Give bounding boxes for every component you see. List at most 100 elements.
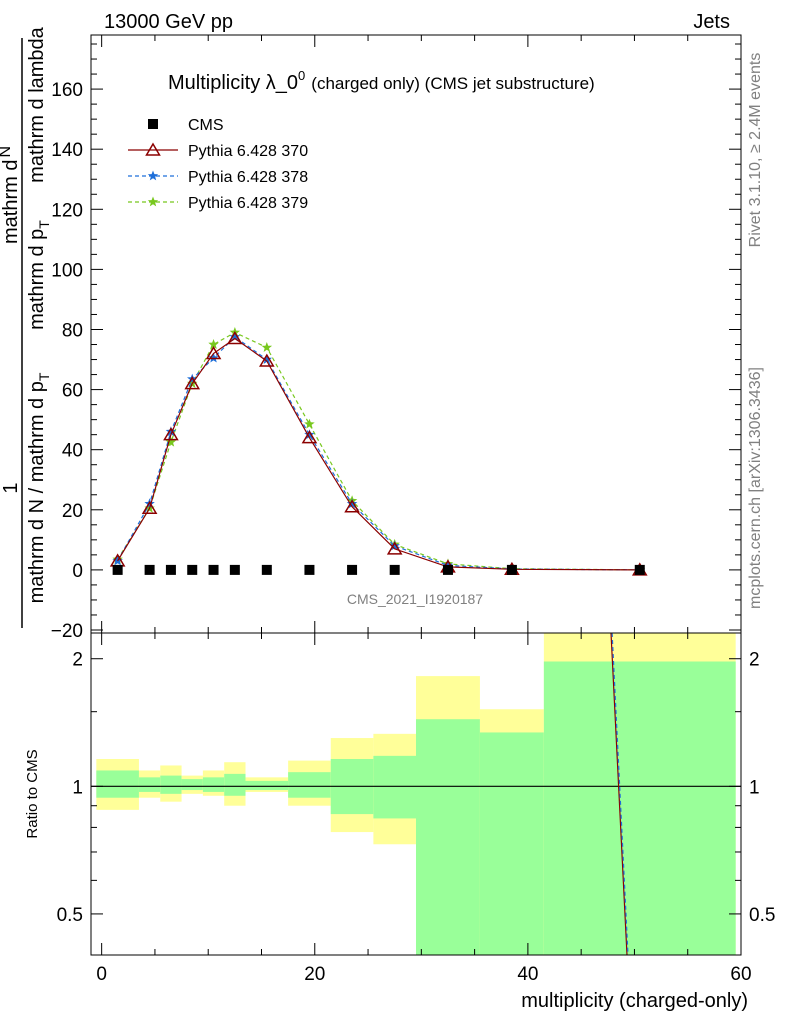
ylabel-numerator-2: mathrm d pT — [26, 220, 52, 330]
main-ytick-label: 20 — [62, 501, 83, 522]
data-point — [229, 331, 241, 342]
legend-entry: CMS — [148, 117, 224, 134]
series-line — [117, 336, 640, 571]
data-point — [634, 564, 645, 575]
header-left: 13000 GeV pp — [104, 11, 233, 33]
main-ytick-label: 60 — [62, 381, 83, 402]
data-point — [347, 564, 358, 575]
legend-label: Pythia 6.428 379 — [188, 195, 308, 212]
data-point — [144, 564, 155, 575]
ratio-ytick-label-right: 0.5 — [749, 905, 775, 926]
legend-label: Pythia 6.428 370 — [188, 143, 308, 160]
ratio-band-inner — [224, 773, 246, 796]
main-ytick-label: 160 — [51, 80, 83, 101]
data-point — [261, 564, 272, 575]
ratio-xtick-label: 20 — [304, 964, 325, 985]
data-point — [301, 430, 318, 444]
legend-entry: Pythia 6.428 378 — [128, 169, 308, 186]
ratio-band-inner — [138, 777, 161, 792]
data-point — [389, 540, 400, 551]
ratio-band-inner — [416, 719, 480, 955]
ratio-xtick-label: 0 — [96, 964, 107, 985]
data-point — [304, 564, 315, 575]
legend-marker — [147, 196, 159, 207]
legend-entry: Pythia 6.428 379 — [128, 195, 308, 212]
data-point — [229, 564, 240, 575]
ratio-band-inner — [479, 732, 544, 955]
series-line — [117, 331, 640, 571]
ratio-band-inner — [160, 775, 182, 794]
legend: CMS Pythia 6.428 370 Pythia 6.428 378 Pythi… — [128, 117, 308, 212]
main-title: Multiplicity λ_00 (charged only) (CMS jet… — [168, 68, 595, 94]
series-0 — [112, 564, 645, 575]
data-point — [165, 436, 177, 447]
legend-marker — [147, 170, 159, 181]
ratio-plot: 0.5 0.51 12 20 20 40 60 Ratio to CMS multiplic… — [24, 632, 775, 1012]
data-point — [389, 564, 400, 575]
ratio-plot-frame — [90, 632, 742, 956]
watermark: CMS_2021_I1920187 — [347, 591, 483, 607]
series-3 — [112, 327, 645, 575]
ratio-xtick-label: 60 — [730, 964, 751, 985]
data-point — [386, 541, 403, 555]
data-point — [304, 429, 315, 440]
main-ytick-label: 140 — [51, 140, 83, 161]
data-point — [187, 564, 198, 575]
ratio-line — [610, 632, 628, 956]
header-right: Jets — [693, 11, 730, 33]
data-point — [261, 354, 273, 364]
main-ytick-label: 0 — [72, 561, 83, 582]
series-2 — [112, 331, 645, 575]
ylabel-numerator-3: mathrm d lambda — [26, 26, 48, 182]
data-point — [208, 352, 219, 363]
data-point — [227, 331, 243, 345]
data-point — [165, 426, 177, 437]
ratio-band-inner — [181, 779, 203, 791]
ratio-ytick-label-right: 2 — [749, 650, 760, 671]
legend-label: Pythia 6.428 378 — [188, 169, 308, 186]
data-point — [165, 564, 176, 575]
ratio-ytick-label-left: 2 — [72, 650, 83, 671]
main-ytick-label: 120 — [51, 200, 83, 221]
ratio-band-inner — [96, 770, 139, 798]
ratio-band-inner — [202, 777, 225, 792]
data-point — [304, 418, 315, 429]
main-ylabel: 1 mathrm d N / mathrm d pT mathrm dN mat… — [0, 26, 52, 628]
data-point — [442, 559, 454, 570]
data-point — [205, 346, 222, 360]
main-plot: −20 0 20 40 60 80 100 120 140 160 Multiplicity λ_… — [0, 26, 742, 642]
ratio-ytick-label-right: 1 — [749, 777, 760, 798]
ratio-ytick-label-left: 0.5 — [57, 905, 83, 926]
side-text-top: Rivet 3.1.10, ≥ 2.4M events — [747, 53, 764, 248]
data-point — [442, 564, 453, 575]
main-ytick-label: 100 — [51, 260, 83, 281]
legend-label: CMS — [188, 117, 224, 134]
data-point — [261, 342, 273, 352]
data-point — [208, 564, 219, 575]
ylabel-denominator: mathrm d N / mathrm d pT — [26, 372, 52, 603]
ratio-ylabel: Ratio to CMS — [24, 749, 41, 838]
main-ytick-label: −20 — [51, 621, 83, 642]
data-point — [259, 353, 275, 367]
ratio-band-inner — [288, 772, 331, 798]
data-point — [112, 564, 123, 575]
ylabel-numerator-1: mathrm dN — [0, 146, 22, 244]
data-point — [141, 500, 158, 515]
legend-marker — [145, 142, 161, 156]
legend-marker — [148, 119, 158, 129]
data-point — [506, 564, 517, 575]
side-text-bottom: mcplots.cern.ch [arXiv:1306.3436] — [747, 367, 764, 609]
series-1 — [109, 331, 648, 576]
data-point — [163, 427, 179, 441]
ratio-ytick-label-left: 1 — [72, 777, 83, 798]
ylabel-prefix: 1 — [0, 482, 22, 493]
main-ytick-label: 40 — [62, 441, 83, 462]
data-point — [344, 499, 360, 513]
ratio-band-inner — [543, 661, 736, 955]
ratio-xtick-label: 40 — [517, 964, 538, 985]
ratio-line — [611, 632, 629, 956]
data-point — [184, 376, 201, 390]
data-point — [208, 339, 219, 349]
ratio-band-inner — [373, 755, 416, 819]
